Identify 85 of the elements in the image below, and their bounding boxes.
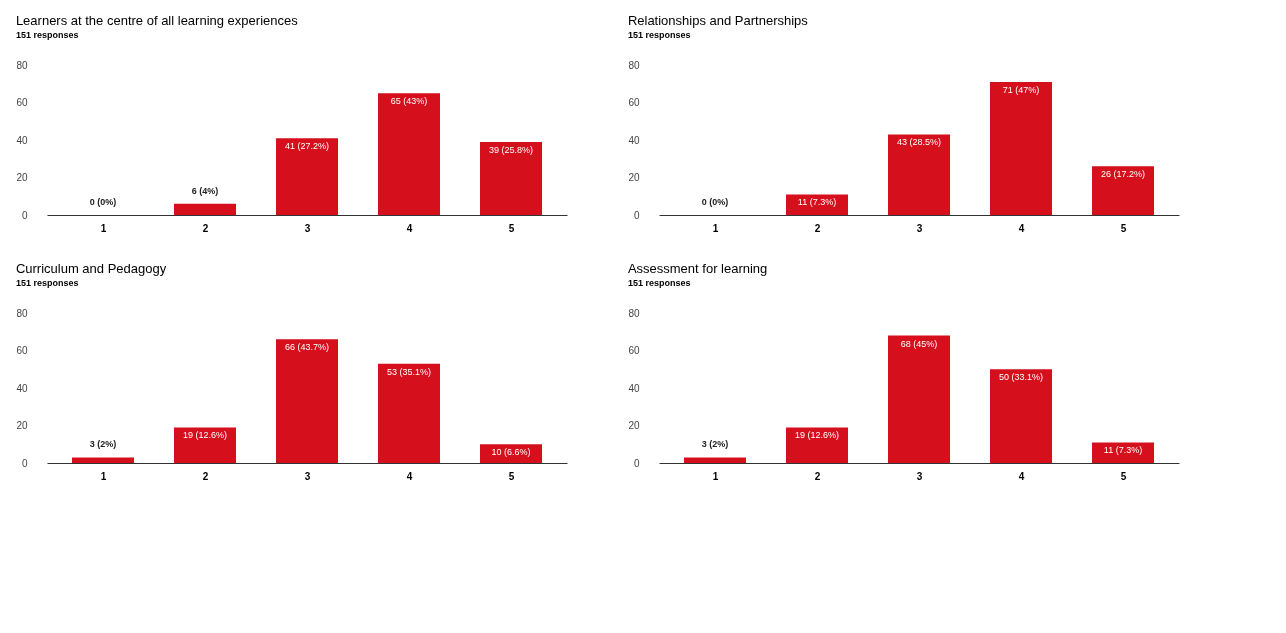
- x-tick-label: 3: [916, 222, 923, 234]
- data-label: 0 (0%): [89, 197, 117, 207]
- x-tick-label: 5: [1120, 470, 1127, 482]
- chart-subtitle: 151 responses: [627, 278, 691, 288]
- bar: [786, 427, 848, 463]
- x-tick-label: 4: [1018, 222, 1025, 234]
- y-tick-label: 60: [628, 97, 640, 108]
- y-tick-label: 80: [16, 59, 28, 71]
- x-tick-label: 3: [916, 470, 923, 482]
- y-tick-label: 0: [21, 209, 28, 221]
- chart-subtitle: 151 responses: [627, 30, 691, 40]
- x-tick-label: 2: [814, 222, 821, 234]
- x-tick-label: 2: [202, 222, 209, 234]
- data-label: 41 (27.2%): [284, 141, 330, 152]
- data-label: 0 (0%): [701, 197, 729, 207]
- bar: [990, 369, 1052, 463]
- x-tick-label: 3: [304, 470, 311, 482]
- x-tick-label: 5: [508, 222, 515, 234]
- y-tick-label: 40: [628, 134, 640, 146]
- data-label: 65 (43%): [390, 96, 428, 107]
- data-label: 19 (12.6%): [794, 430, 840, 441]
- bar: [1092, 442, 1154, 463]
- bar: [1092, 166, 1154, 215]
- y-tick-label: 0: [633, 457, 640, 469]
- data-label: 3 (2%): [89, 439, 117, 450]
- data-label: 6 (4%): [191, 185, 219, 196]
- y-tick-label: 0: [633, 209, 640, 221]
- data-label: 53 (35.1%): [386, 366, 432, 377]
- data-label: 10 (6.6%): [491, 447, 531, 458]
- bar: [174, 427, 236, 463]
- bar: [888, 134, 950, 215]
- chart-title: Curriculum and Pedagogy: [15, 261, 167, 276]
- x-tick-label: 3: [304, 222, 311, 234]
- y-tick-label: 80: [628, 307, 640, 319]
- chart-subtitle: 151 responses: [15, 30, 79, 40]
- y-tick-label: 20: [628, 420, 640, 431]
- y-tick-label: 60: [16, 345, 28, 356]
- data-label: 11 (7.3%): [797, 197, 837, 208]
- x-tick-label: 1: [100, 222, 107, 234]
- x-tick-label: 5: [508, 470, 515, 482]
- x-tick-label: 2: [814, 470, 821, 482]
- y-tick-label: 60: [16, 97, 28, 108]
- y-tick-label: 40: [16, 134, 28, 146]
- bar: [72, 457, 134, 463]
- bar: [174, 203, 236, 215]
- data-label: 68 (45%): [900, 338, 938, 349]
- data-label: 19 (12.6%): [182, 430, 228, 441]
- bar: [378, 93, 440, 215]
- x-tick-label: 1: [712, 470, 719, 482]
- y-tick-label: 0: [21, 457, 28, 469]
- x-tick-label: 4: [1018, 470, 1025, 482]
- y-tick-label: 40: [628, 382, 640, 394]
- bar: [378, 363, 440, 463]
- x-tick-label: 2: [202, 470, 209, 482]
- data-label: 26 (17.2%): [1100, 169, 1146, 180]
- bar: [990, 81, 1052, 215]
- y-tick-label: 20: [16, 420, 28, 431]
- x-tick-label: 4: [406, 222, 413, 234]
- chart-title: Learners at the centre of all learning experiences: [15, 13, 299, 28]
- data-label: 50 (33.1%): [998, 372, 1044, 383]
- data-label: 11 (7.3%): [1103, 445, 1143, 456]
- x-tick-label: 5: [1120, 222, 1127, 234]
- data-label: 3 (2%): [701, 439, 729, 450]
- chart-title: Relationships and Partnerships: [627, 13, 809, 28]
- y-tick-label: 80: [16, 307, 28, 319]
- x-tick-label: 1: [100, 470, 107, 482]
- x-tick-label: 4: [406, 470, 413, 482]
- data-label: 43 (28.5%): [896, 137, 942, 148]
- bar: [480, 141, 542, 215]
- data-label: 39 (25.8%): [488, 144, 534, 155]
- y-tick-label: 60: [628, 345, 640, 356]
- y-tick-label: 20: [16, 172, 28, 183]
- y-tick-label: 40: [16, 382, 28, 394]
- chart-subtitle: 151 responses: [15, 278, 79, 288]
- bar: [684, 457, 746, 463]
- y-tick-label: 80: [628, 59, 640, 71]
- x-tick-label: 1: [712, 222, 719, 234]
- bar: [786, 194, 848, 215]
- chart-title: Assessment for learning: [627, 261, 768, 276]
- data-label: 71 (47%): [1002, 84, 1040, 95]
- bar: [888, 335, 950, 463]
- data-label: 66 (43.7%): [284, 342, 330, 353]
- y-tick-label: 20: [628, 172, 640, 183]
- bar: [276, 339, 338, 463]
- bar: [276, 138, 338, 215]
